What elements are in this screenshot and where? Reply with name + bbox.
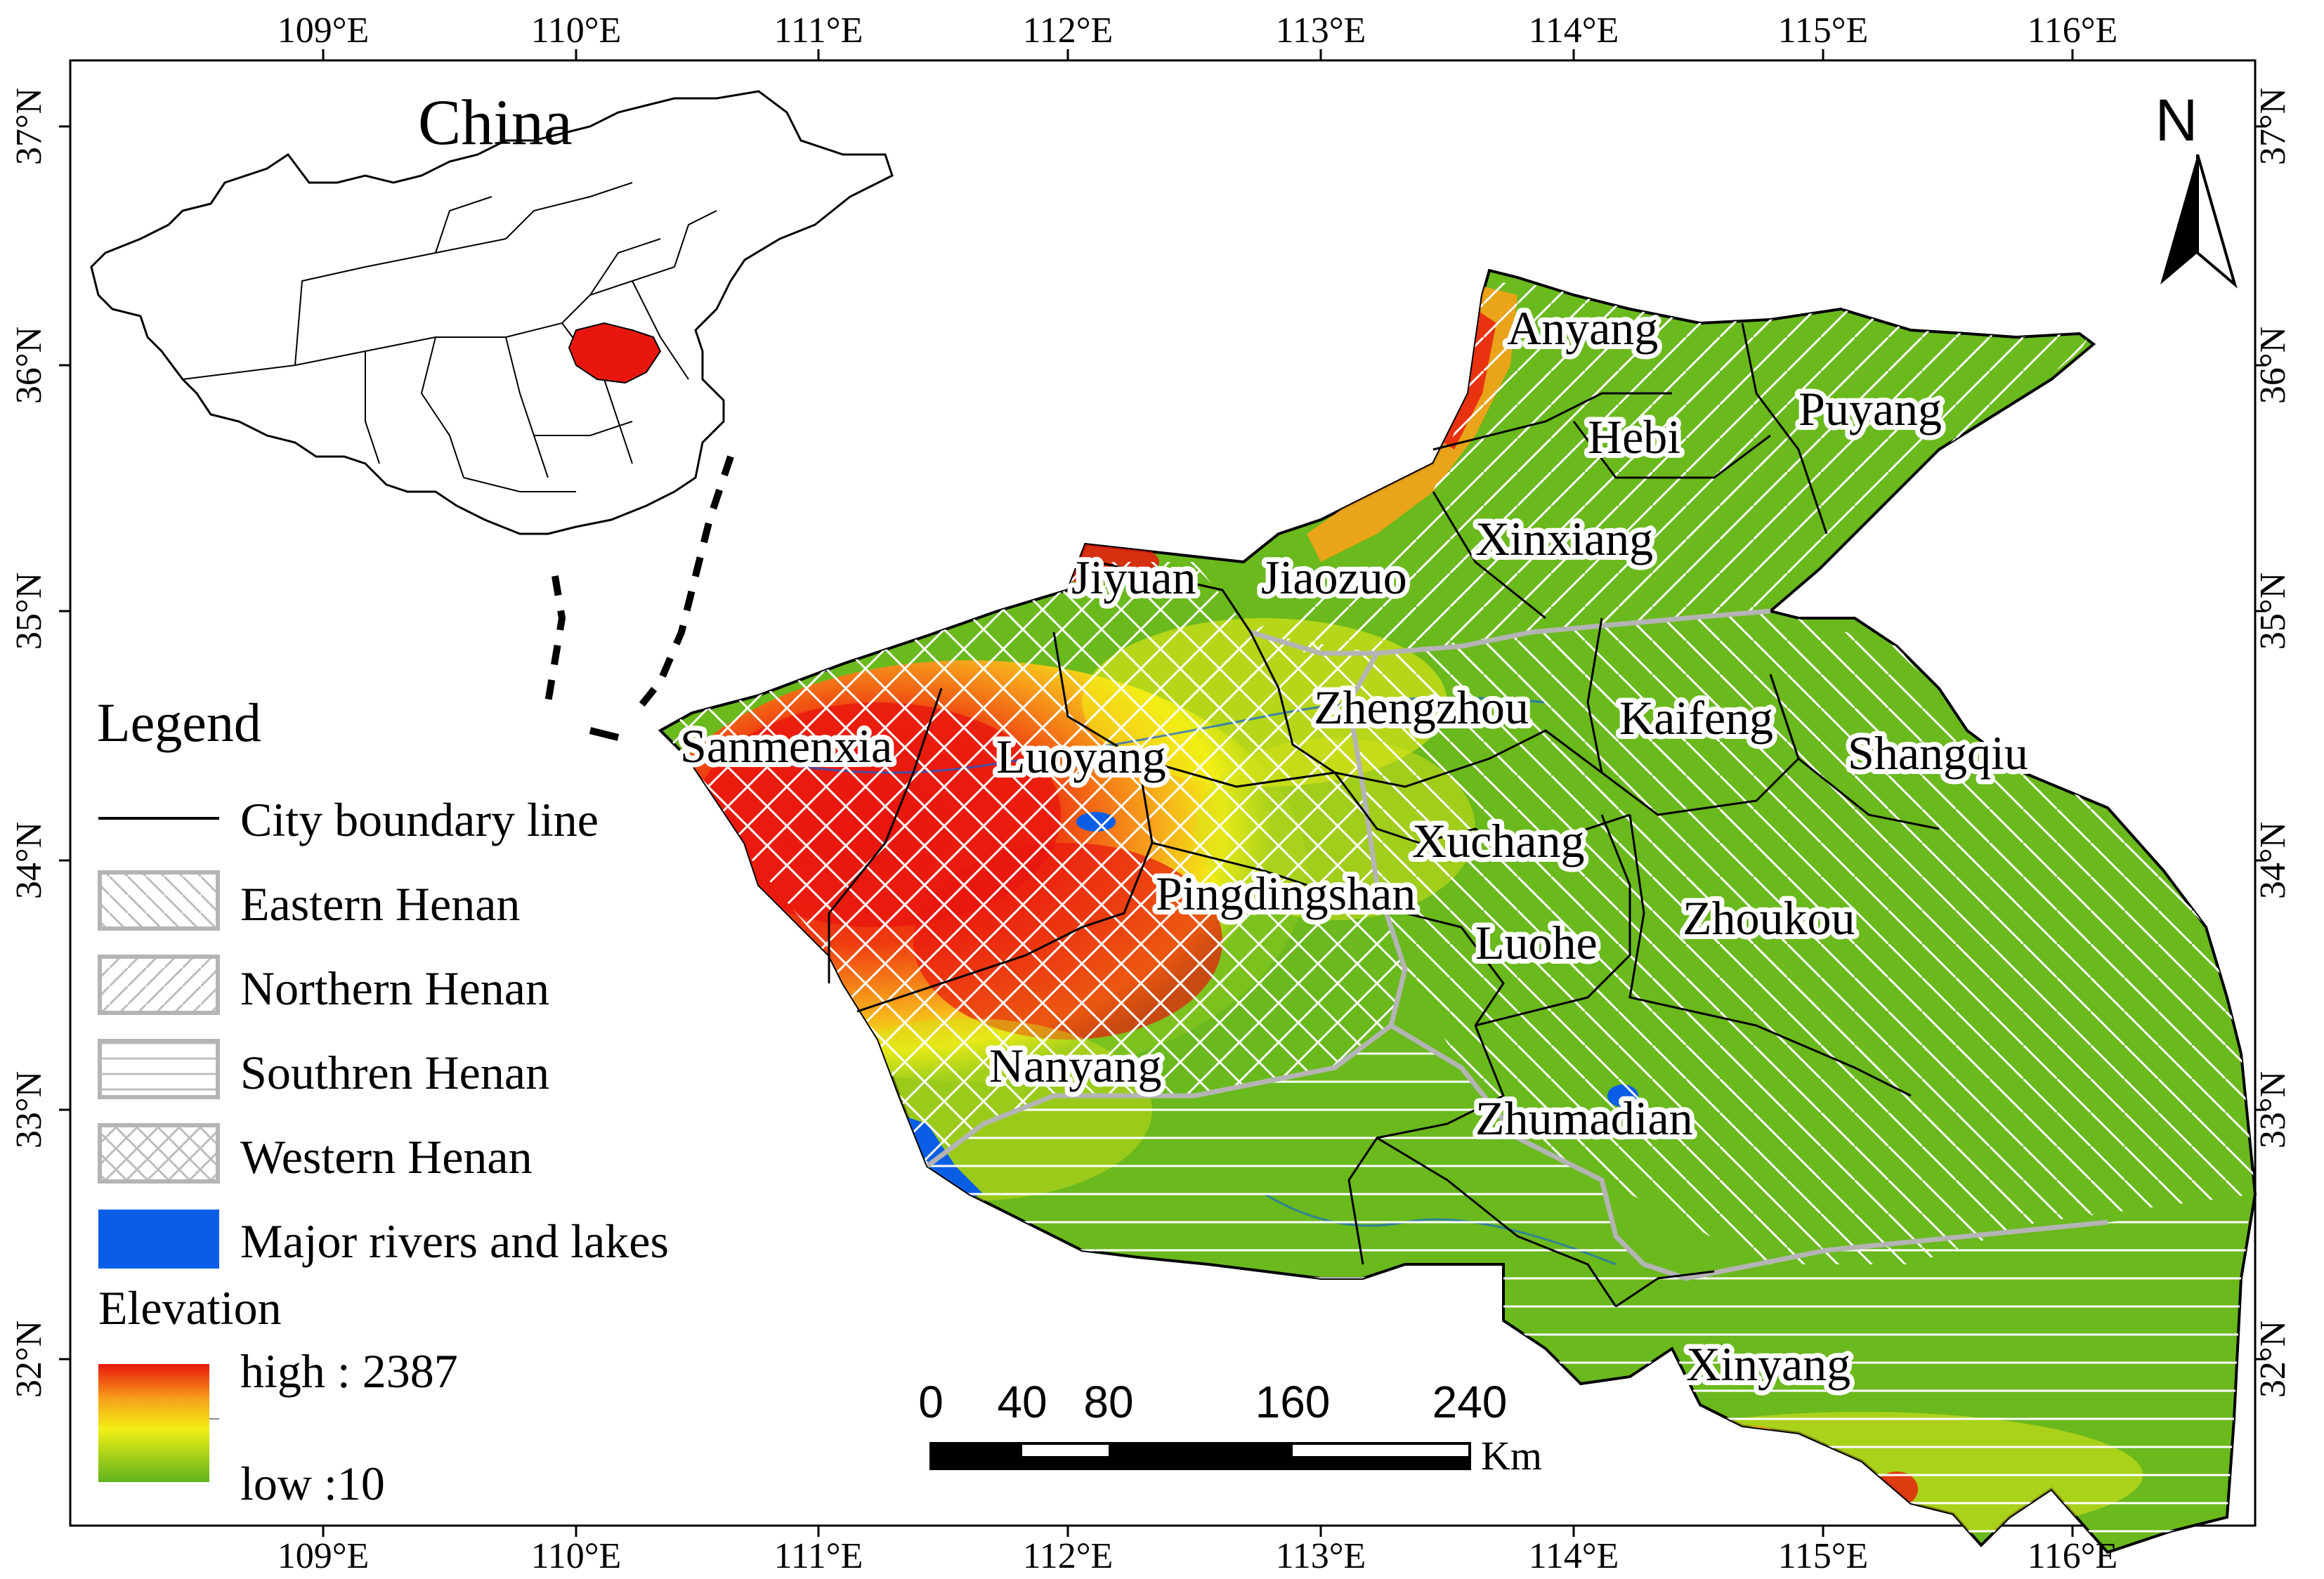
- city-label-xuchang: Xuchang: [1412, 814, 1584, 867]
- legend-elevation-low: low :10: [240, 1457, 385, 1510]
- legend: Legend City boundary line Eastern Henan …: [97, 692, 669, 1510]
- city-label-zhumadian: Zhumadian: [1475, 1092, 1693, 1145]
- city-label-hebi: Hebi: [1588, 410, 1680, 464]
- scale-label-160: 160: [1255, 1377, 1331, 1427]
- henan-highlight: [568, 322, 662, 384]
- legend-rivers-swatch: [98, 1210, 219, 1269]
- legend-southern-swatch: [98, 1039, 220, 1099]
- city-label-xinxiang: Xinxiang: [1475, 512, 1653, 565]
- lat-tick-label: 35°N: [9, 572, 49, 650]
- lat-tick-label: 36°N: [2253, 327, 2293, 404]
- city-label-luohe: Luohe: [1475, 916, 1598, 969]
- lon-tick-label: 114°E: [1529, 11, 1619, 51]
- lon-tick-label: 113°E: [1276, 1536, 1366, 1576]
- lat-tick-label: 32°N: [9, 1321, 49, 1398]
- city-label-sanmenxia: Sanmenxia: [680, 719, 892, 773]
- city-label-luoyang: Luoyang: [996, 730, 1166, 783]
- region-western-henan: [660, 562, 1405, 1166]
- lon-tick-label: 113°E: [1276, 11, 1366, 51]
- legend-western-swatch: [98, 1123, 220, 1184]
- city-label-kaifeng: Kaifeng: [1619, 691, 1773, 745]
- city-label-pingdingshan: Pingdingshan: [1156, 867, 1416, 920]
- lat-tick-label: 37°N: [9, 88, 49, 165]
- region-northern-henan: [1251, 281, 2094, 653]
- lon-tick-label: 116°E: [2028, 11, 2118, 51]
- lat-tick-label: 32°N: [2253, 1321, 2293, 1398]
- legend-city-boundary-label: City boundary line: [240, 793, 599, 846]
- scale-label-0: 0: [918, 1377, 944, 1427]
- legend-western-label: Western Henan: [240, 1130, 533, 1184]
- legend-eastern-swatch: [98, 870, 220, 931]
- legend-elevation-high: high : 2387: [240, 1344, 458, 1398]
- city-labels: Anyang Hebi Puyang Xinxiang Jiyuan Jiaoz…: [675, 296, 2033, 1396]
- china-outline: [90, 90, 894, 535]
- north-label: N: [2155, 87, 2198, 153]
- lon-tick-label: 109°E: [278, 1536, 370, 1576]
- legend-rivers-label: Major rivers and lakes: [240, 1214, 669, 1268]
- city-label-zhengzhou: Zhengzhou: [1314, 681, 1529, 734]
- lon-tick-label: 111°E: [774, 1536, 863, 1576]
- city-boundaries: [828, 322, 1940, 1308]
- city-label-zhoukou: Zhoukou: [1683, 891, 1855, 945]
- lon-tick-label: 116°E: [2028, 1536, 2118, 1576]
- lon-tick-label: 112°E: [1023, 1536, 1114, 1576]
- city-label-anyang: Anyang: [1507, 301, 1658, 355]
- scale-label-40: 40: [997, 1377, 1047, 1427]
- nine-dash-line: [629, 455, 734, 719]
- lat-tick-label: 36°N: [9, 327, 49, 404]
- lat-tick-label: 33°N: [2253, 1071, 2293, 1148]
- lon-tick-label: 110°E: [531, 11, 622, 51]
- scale-label-240: 240: [1432, 1377, 1508, 1427]
- lon-tick-label: 109°E: [278, 11, 370, 51]
- china-inset-map: China: [90, 86, 894, 741]
- lon-tick-label: 112°E: [1023, 11, 1114, 51]
- lat-tick-label: 35°N: [2253, 572, 2293, 650]
- lon-tick-label: 111°E: [774, 11, 863, 51]
- lat-tick-label: 33°N: [9, 1071, 49, 1148]
- lon-tick-label: 115°E: [1778, 11, 1869, 51]
- lon-tick-label: 114°E: [1529, 1536, 1619, 1576]
- scale-label-80: 80: [1083, 1377, 1133, 1427]
- legend-elevation-ramp: [98, 1364, 209, 1482]
- city-label-jiyuan: Jiyuan: [1071, 551, 1196, 604]
- legend-northern-swatch: [98, 955, 220, 1015]
- graticule: 109°E 109°E 110°E 110°E 111°E 111°E 112°E 112°E…: [9, 11, 2293, 1576]
- legend-eastern-label: Eastern Henan: [240, 877, 520, 931]
- city-label-nanyang: Nanyang: [989, 1039, 1161, 1092]
- lat-tick-label: 34°N: [9, 822, 49, 899]
- scale-bar: 0 40 80 160 240 Km: [918, 1377, 1542, 1479]
- legend-elevation-title: Elevation: [98, 1281, 282, 1335]
- scale-unit: Km: [1481, 1433, 1542, 1479]
- lat-tick-label: 37°N: [2253, 88, 2293, 165]
- city-label-shangqiu: Shangqiu: [1848, 726, 2028, 780]
- city-label-puyang: Puyang: [1799, 382, 1942, 435]
- lon-tick-label: 115°E: [1778, 1536, 1869, 1576]
- region-boundary-line: [1249, 608, 1771, 656]
- legend-northern-label: Northern Henan: [240, 962, 549, 1015]
- north-arrow: N: [2155, 87, 2238, 289]
- inset-title: China: [418, 86, 573, 158]
- legend-southern-label: Southren Henan: [240, 1046, 549, 1099]
- legend-title: Legend: [97, 692, 261, 753]
- lon-tick-label: 110°E: [531, 1536, 622, 1576]
- city-label-jiaozuo: Jiaozuo: [1261, 551, 1407, 604]
- city-label-xinyang: Xinyang: [1686, 1337, 1850, 1391]
- lat-tick-label: 34°N: [2253, 822, 2293, 899]
